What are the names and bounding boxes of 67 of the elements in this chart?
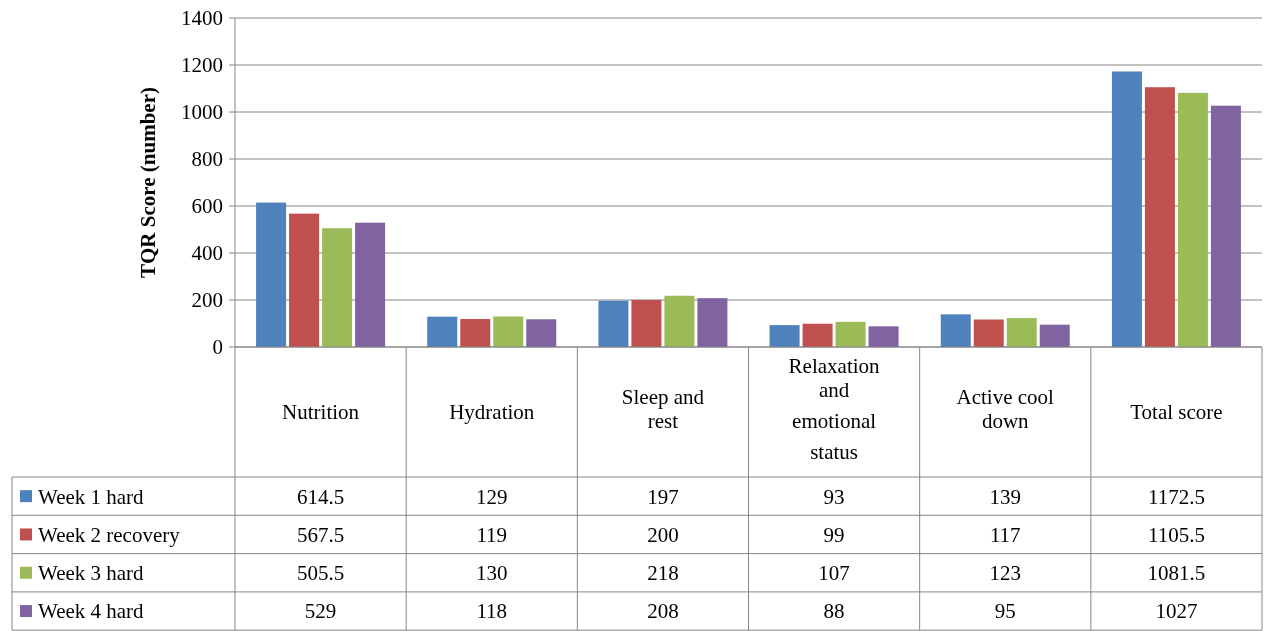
data-label: 139 [989,484,1021,509]
data-label: 129 [476,484,508,509]
data-label: 1105.5 [1147,522,1205,547]
legend-label: Week 3 hard [38,561,145,586]
data-label: 95 [994,599,1016,624]
bar [1039,324,1070,347]
data-label: 117 [989,522,1021,547]
bar [1210,105,1241,347]
data-label: 88 [823,599,845,624]
bar [427,316,458,347]
legend-label: Week 4 hard [38,599,145,624]
bar [1111,71,1142,347]
data-label: 200 [647,522,679,547]
bar [697,298,728,347]
bar [973,319,1004,347]
bar [598,300,629,347]
bar [1006,318,1037,347]
y-tick-label: 600 [191,194,223,219]
bar [769,325,800,347]
data-label: 208 [647,599,679,624]
x-tick-label: Sleep and rest [621,384,705,433]
bar [835,321,866,347]
data-label: 99 [823,522,845,547]
legend-label: Week 2 recovery [38,522,181,547]
x-tick-label: Active cool down [956,384,1055,433]
data-label: 218 [647,561,679,586]
data-label: 1172.5 [1147,484,1205,509]
y-tick-label: 200 [191,288,223,313]
bar [868,326,899,347]
bar [493,316,524,347]
legend-label: Week 1 hard [38,484,145,509]
y-tick-label: 0 [212,335,223,360]
y-axis-title: TQR Score (number) [136,87,160,278]
data-label: 505.5 [296,561,345,586]
bar [802,323,833,347]
bar [322,228,353,347]
y-tick-label: 1000 [181,100,223,125]
bar [460,319,491,347]
data-label: 567.5 [296,522,345,547]
bar [355,222,386,347]
data-label: 118 [476,599,508,624]
bar [1144,87,1175,347]
x-tick-label: Relaxation and emotional status [788,353,881,464]
data-label: 529 [304,599,337,624]
data-label: 197 [647,484,679,509]
x-tick-label: Hydration [449,400,535,425]
bar [940,314,971,347]
bar [526,319,557,347]
bar [256,202,287,347]
data-label: 1081.5 [1147,561,1206,586]
data-label: 107 [818,561,850,586]
data-label: 93 [823,484,845,509]
y-tick-label: 1400 [181,6,223,31]
bar [631,300,662,347]
bar [664,295,695,347]
x-tick-label: Total score [1130,400,1223,425]
y-tick-label: 1200 [181,53,223,78]
y-tick-label: 400 [191,241,223,266]
data-label: 130 [476,561,508,586]
x-tick-label: Nutrition [282,400,360,425]
data-label: 123 [989,561,1021,586]
data-label: 119 [476,522,508,547]
data-label: 1027 [1155,599,1198,624]
y-tick-label: 800 [191,147,223,172]
bar [1177,92,1208,347]
data-label: 614.5 [296,484,345,509]
bar [289,213,320,347]
